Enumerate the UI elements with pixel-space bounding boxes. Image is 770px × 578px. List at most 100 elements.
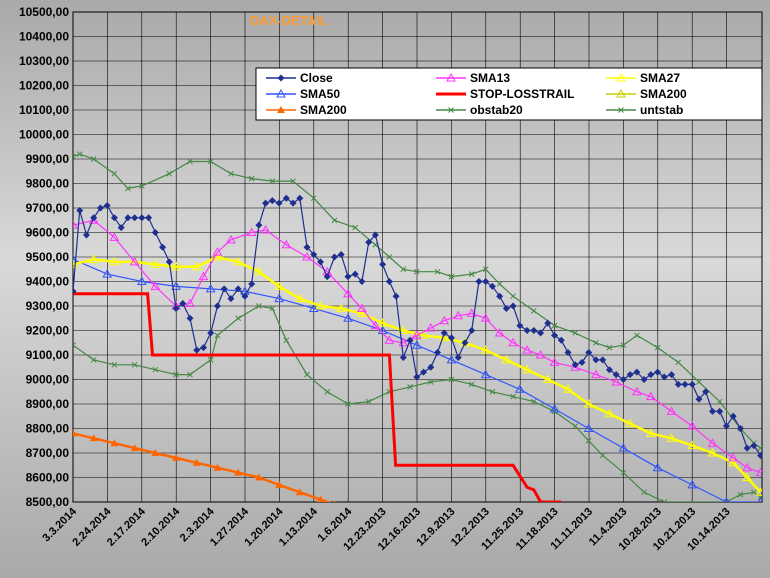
legend-label: SMA50 (300, 87, 340, 101)
series-line-obstab20 (73, 153, 761, 449)
data-point (434, 349, 442, 357)
data-point (302, 251, 312, 261)
data-point (482, 266, 489, 273)
y-tick-label: 8900,00 (26, 397, 70, 411)
data-point (73, 342, 76, 349)
series-line-untstab (73, 305, 761, 502)
y-tick-label: 9900,00 (26, 152, 70, 166)
data-point (125, 185, 131, 192)
data-point (103, 202, 111, 210)
series-stop (73, 292, 562, 502)
data-point (757, 445, 762, 451)
data-point (509, 302, 517, 310)
data-point (400, 266, 407, 273)
data-point (171, 261, 181, 271)
data-point (289, 199, 297, 207)
data-point (660, 373, 668, 381)
data-point (722, 422, 730, 430)
data-point (411, 330, 422, 339)
data-point (262, 199, 270, 207)
data-point (675, 359, 682, 366)
legend-label: Close (300, 71, 333, 85)
data-point (604, 408, 615, 418)
data-point (578, 358, 586, 366)
data-point (370, 320, 381, 330)
legend-item-sma200b: SMA200 (266, 103, 347, 117)
data-point (418, 330, 429, 339)
data-point (585, 437, 592, 444)
data-point (696, 379, 702, 385)
data-point (136, 276, 147, 285)
data-point (530, 398, 537, 405)
data-point (377, 318, 388, 327)
data-point (728, 452, 739, 462)
legend-marker (277, 106, 285, 113)
data-point (365, 398, 372, 405)
data-point (640, 376, 648, 383)
data-point (308, 303, 319, 312)
data-point (274, 281, 284, 290)
data-point (687, 421, 698, 430)
data-point (592, 356, 600, 364)
legend-label: STOP-LOSSTRAIL (470, 87, 574, 101)
data-point (599, 356, 607, 364)
data-point (729, 412, 737, 420)
data-point (159, 243, 167, 251)
data-point (255, 221, 263, 229)
data-point (316, 495, 325, 502)
data-point (695, 395, 703, 403)
data-point (583, 423, 594, 432)
legend-marker (277, 74, 285, 82)
data-point (572, 423, 579, 429)
legend-item-sma200: SMA200 (606, 87, 687, 101)
x-tick-label: 1.13.2014 (277, 505, 321, 549)
data-point (73, 287, 77, 295)
data-point (571, 361, 579, 369)
data-point (652, 462, 663, 472)
data-point (751, 489, 757, 496)
data-point (330, 253, 338, 261)
data-point (336, 303, 347, 312)
data-point (207, 357, 214, 363)
data-point (130, 444, 139, 452)
data-point (619, 376, 627, 383)
data-point (268, 197, 276, 205)
data-point (620, 342, 627, 349)
data-point (448, 273, 455, 280)
y-tick-label: 9200,00 (26, 324, 70, 338)
data-point (274, 293, 284, 303)
data-point (407, 383, 413, 390)
data-point (434, 268, 441, 275)
data-point (379, 260, 387, 268)
data-point (668, 371, 676, 379)
data-point (371, 231, 379, 239)
data-point (73, 254, 78, 263)
data-point (488, 282, 496, 290)
data-point (324, 388, 331, 395)
data-point (757, 496, 762, 502)
data-point (606, 344, 613, 351)
data-point (213, 463, 222, 471)
data-point (666, 433, 677, 442)
data-point (337, 251, 345, 259)
data-point (102, 269, 113, 278)
y-tick-label: 10300,00 (19, 54, 69, 68)
data-point (641, 489, 647, 496)
data-point (535, 349, 546, 359)
data-point (96, 204, 104, 212)
legend-box (255, 67, 763, 121)
data-point (248, 175, 255, 182)
data-point (440, 329, 448, 337)
series-line-sma50 (73, 258, 761, 502)
data-point (171, 281, 181, 290)
data-point (73, 429, 77, 437)
data-point (475, 278, 483, 285)
data-point (708, 407, 716, 415)
data-point (742, 462, 753, 472)
data-point (214, 332, 221, 339)
data-point (549, 357, 560, 366)
data-point (572, 330, 579, 336)
data-point (179, 300, 187, 308)
series-sma13 (73, 215, 762, 477)
